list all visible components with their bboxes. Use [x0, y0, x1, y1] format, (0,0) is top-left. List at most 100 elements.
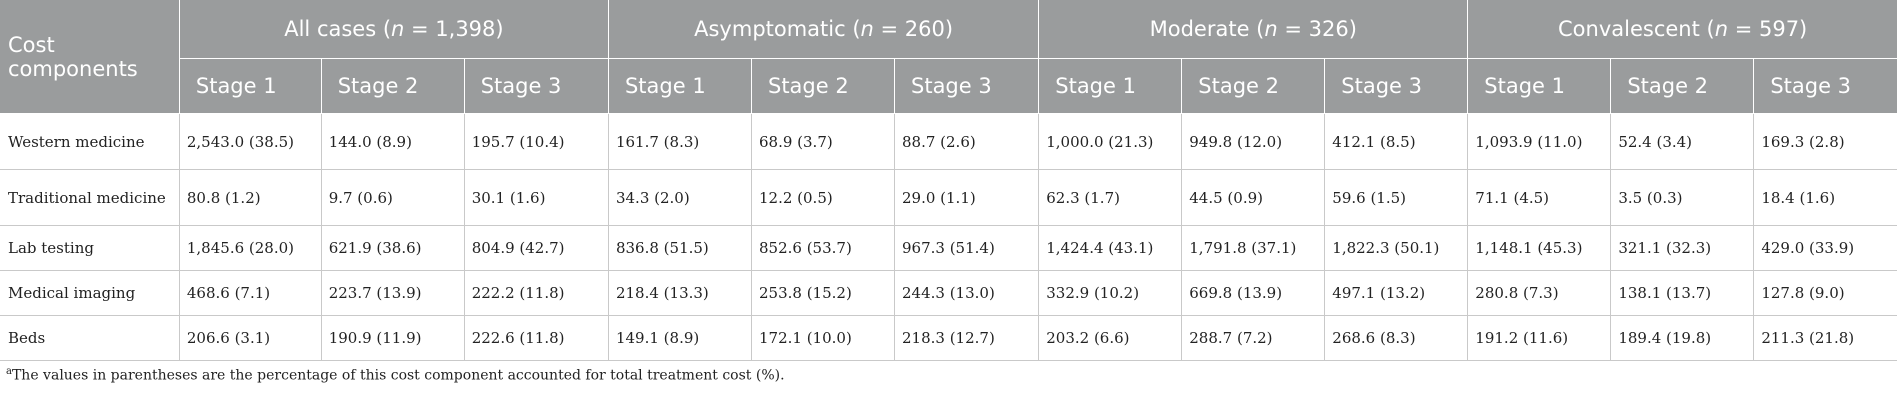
stage-header: Stage 2: [321, 58, 465, 114]
table-cell: 211.3 (21.8): [1753, 315, 1897, 361]
table-cell: 52.4 (3.4): [1610, 113, 1755, 170]
table-cell: 804.9 (42.7): [464, 225, 609, 271]
table-cell: 852.6 (53.7): [751, 225, 896, 271]
table-cell: 71.1 (4.5): [1467, 169, 1612, 226]
table-cell: 836.8 (51.5): [608, 225, 752, 271]
group-header-count: = 597): [1728, 17, 1808, 41]
table-row: Lab testing 1,845.6 (28.0) 621.9 (38.6) 804…: [0, 225, 1897, 271]
table-cell: 190.9 (11.9): [321, 315, 465, 361]
table-cell: 268.6 (8.3): [1324, 315, 1469, 361]
group-header-count: = 326): [1277, 17, 1357, 41]
row-label: Beds: [0, 315, 180, 361]
table-cell: 68.9 (3.7): [751, 113, 896, 170]
stage-header: Stage 1: [608, 58, 752, 114]
table-cell: 1,791.8 (37.1): [1181, 225, 1326, 271]
group-header-label: All cases (: [284, 17, 392, 41]
table-cell: 149.1 (8.9): [608, 315, 752, 361]
table-cell: 59.6 (1.5): [1324, 169, 1469, 226]
table-cell: 412.1 (8.5): [1324, 113, 1469, 170]
table-row: Beds 206.6 (3.1) 190.9 (11.9) 222.6 (11.8) 1…: [0, 315, 1897, 361]
table-cell: 468.6 (7.1): [179, 270, 322, 316]
table-cell: 169.3 (2.8): [1753, 113, 1897, 170]
stage-header: Stage 1: [179, 58, 322, 114]
table-cell: 497.1 (13.2): [1324, 270, 1469, 316]
row-label: Traditional medicine: [0, 169, 180, 226]
group-header-n: n: [391, 17, 405, 41]
table-cell: 967.3 (51.4): [894, 225, 1040, 271]
group-header-label: Asymptomatic (: [694, 17, 861, 41]
stage-header: Stage 1: [1467, 58, 1612, 114]
table-cell: 621.9 (38.6): [321, 225, 465, 271]
table-cell: 949.8 (12.0): [1181, 113, 1326, 170]
stage-header: Stage 3: [894, 58, 1040, 114]
table-cell: 18.4 (1.6): [1753, 169, 1897, 226]
table-cell: 12.2 (0.5): [751, 169, 896, 226]
group-header-count: = 1,398): [404, 17, 504, 41]
row-label: Western medicine: [0, 113, 180, 170]
stage-header: Stage 2: [751, 58, 896, 114]
group-header-count: = 260): [873, 17, 954, 41]
header-row-groups: Cost components All cases (n = 1,398) Asy…: [0, 0, 1897, 114]
table-cell: 288.7 (7.2): [1181, 315, 1326, 361]
table-cell: 138.1 (13.7): [1610, 270, 1755, 316]
table-cell: 144.0 (8.9): [321, 113, 465, 170]
group-header-n: n: [1264, 17, 1278, 41]
table-footnote: aThe values in parentheses are the perce…: [0, 361, 1897, 388]
table-cell: 253.8 (15.2): [751, 270, 896, 316]
stage-header: Stage 2: [1610, 58, 1755, 114]
corner-header: Cost components: [0, 0, 180, 114]
table-row: Traditional medicine 80.8 (1.2) 9.7 (0.6) 3…: [0, 169, 1897, 226]
table-cell: 332.9 (10.2): [1038, 270, 1183, 316]
table-cell: 1,822.3 (50.1): [1324, 225, 1469, 271]
table-cell: 34.3 (2.0): [608, 169, 752, 226]
table-cell: 30.1 (1.6): [464, 169, 609, 226]
table-cell: 1,093.9 (11.0): [1467, 113, 1612, 170]
row-label: Lab testing: [0, 225, 180, 271]
table-cell: 222.2 (11.8): [464, 270, 609, 316]
table-cell: 172.1 (10.0): [751, 315, 896, 361]
group-header-n: n: [1714, 17, 1729, 41]
table-cell: 222.6 (11.8): [464, 315, 609, 361]
cost-table: Cost components All cases (n = 1,398) Asy…: [0, 0, 1897, 361]
group-header: Asymptomatic (n = 260): [608, 0, 1040, 59]
stage-header: Stage 3: [1753, 58, 1897, 114]
table-cell: 2,543.0 (38.5): [179, 113, 322, 170]
group-header-label: Moderate (: [1149, 17, 1265, 41]
group-header: Moderate (n = 326): [1038, 0, 1469, 59]
footnote-marker: a: [6, 366, 12, 377]
table-cell: 161.7 (8.3): [608, 113, 752, 170]
table-cell: 206.6 (3.1): [179, 315, 322, 361]
table-cell: 669.8 (13.9): [1181, 270, 1326, 316]
group-header: All cases (n = 1,398): [179, 0, 609, 59]
table-cell: 1,424.4 (43.1): [1038, 225, 1183, 271]
stage-header: Stage 2: [1181, 58, 1326, 114]
table-row: Medical imaging 468.6 (7.1) 223.7 (13.9) 22…: [0, 270, 1897, 316]
group-header-n: n: [860, 17, 874, 41]
table-cell: 195.7 (10.4): [464, 113, 609, 170]
table-cell: 62.3 (1.7): [1038, 169, 1183, 226]
table-cell: 280.8 (7.3): [1467, 270, 1612, 316]
group-header: Convalescent (n = 597): [1467, 0, 1897, 59]
table-cell: 429.0 (33.9): [1753, 225, 1897, 271]
table-cell: 80.8 (1.2): [179, 169, 322, 226]
table-cell: 191.2 (11.6): [1467, 315, 1612, 361]
table-cell: 244.3 (13.0): [894, 270, 1040, 316]
table-cell: 321.1 (32.3): [1610, 225, 1755, 271]
table-cell: 29.0 (1.1): [894, 169, 1040, 226]
group-header-label: Convalescent (: [1558, 17, 1715, 41]
table-cell: 1,845.6 (28.0): [179, 225, 322, 271]
stage-header: Stage 1: [1038, 58, 1183, 114]
table-cell: 218.4 (13.3): [608, 270, 752, 316]
table-cell: 9.7 (0.6): [321, 169, 465, 226]
table-cell: 218.3 (12.7): [894, 315, 1040, 361]
table-cell: 1,148.1 (45.3): [1467, 225, 1612, 271]
table-row: Western medicine 2,543.0 (38.5) 144.0 (8.9…: [0, 113, 1897, 170]
table-cell: 44.5 (0.9): [1181, 169, 1326, 226]
table-cell: 3.5 (0.3): [1610, 169, 1755, 226]
table-cell: 223.7 (13.9): [321, 270, 465, 316]
stage-header: Stage 3: [464, 58, 609, 114]
table-cell: 1,000.0 (21.3): [1038, 113, 1183, 170]
table-cell: 127.8 (9.0): [1753, 270, 1897, 316]
table-cell: 203.2 (6.6): [1038, 315, 1183, 361]
table-figure: Cost components All cases (n = 1,398) Asy…: [0, 0, 1897, 388]
